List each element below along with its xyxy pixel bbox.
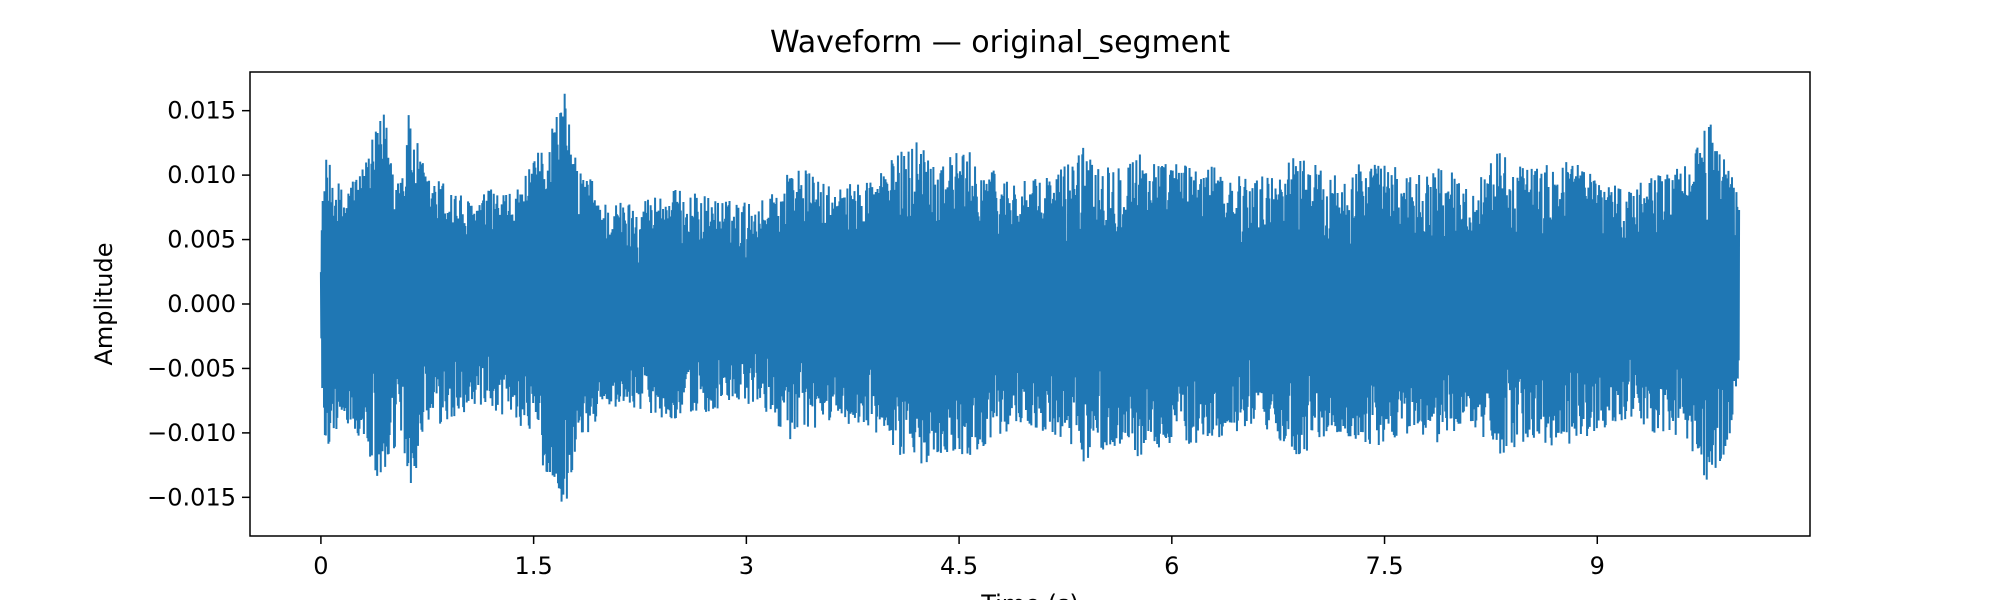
x-tick-label: 6	[1164, 552, 1179, 580]
y-tick-label: 0.015	[167, 97, 236, 125]
y-tick-label: 0.005	[167, 226, 236, 254]
chart-title: Waveform — original_segment	[770, 25, 1230, 60]
x-tick-label: 7.5	[1365, 552, 1403, 580]
y-tick-label: −0.010	[147, 419, 236, 447]
y-tick-labels: −0.015 −0.010 −0.005 0.000 0.005 0.010 0.015	[147, 97, 236, 512]
plot-area	[319, 93, 1741, 502]
y-tick-label: −0.015	[147, 483, 236, 511]
tick-marks	[242, 109, 1599, 544]
x-axis-label: Time (s)	[980, 590, 1079, 600]
y-axis-label: Amplitude	[90, 243, 118, 366]
x-tick-label: 4.5	[940, 552, 978, 580]
x-tick-label: 1.5	[515, 552, 553, 580]
y-tick-label: 0.000	[167, 290, 236, 318]
axes-frame	[249, 71, 1811, 537]
y-tick-label: −0.005	[147, 354, 236, 382]
waveform-line	[319, 93, 1741, 502]
x-tick-labels: 0 1.5 3 4.5 6 7.5 9	[313, 552, 1605, 580]
x-tick-label: 9	[1590, 552, 1605, 580]
x-tick-label: 0	[313, 552, 328, 580]
x-tick-label: 3	[739, 552, 754, 580]
y-tick-label: 0.010	[167, 161, 236, 189]
